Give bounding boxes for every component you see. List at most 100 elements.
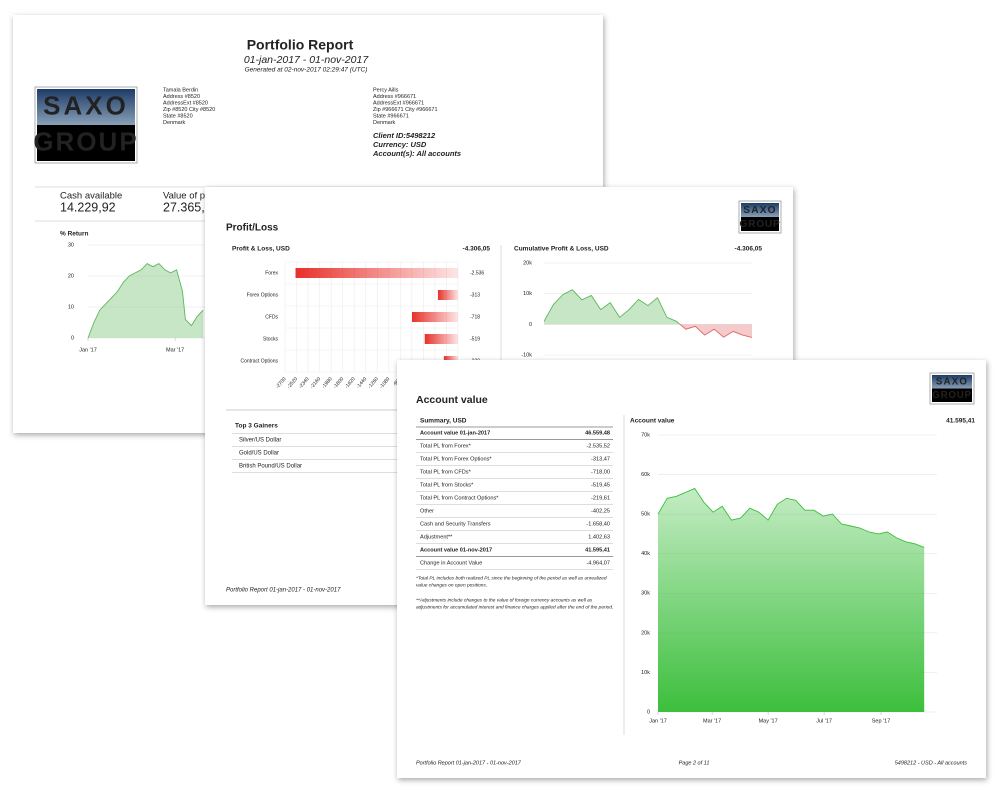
chart-total: -4.306,05 — [463, 246, 491, 253]
bar — [411, 312, 458, 322]
logo-top — [741, 203, 779, 217]
y-tick-label: 10 — [68, 304, 74, 310]
address-line: Address #8520 — [163, 94, 200, 100]
x-tick-label: May '17 — [759, 718, 778, 724]
y-tick-label: 0 — [71, 335, 74, 341]
page-footer: Portfolio Report 01-jan-2017 - 01-nov-20… — [416, 760, 522, 766]
page-title: Profit/Loss — [226, 223, 279, 234]
y-tick-label: 0 — [529, 322, 532, 328]
logo-top — [932, 375, 972, 389]
y-tick-label: -10k — [521, 352, 532, 358]
page-footer: Page 2 of 11 — [679, 760, 710, 766]
report-title: Portfolio Report — [247, 37, 354, 53]
summary-label: Total PL from CFDs* — [420, 469, 472, 475]
gainer-name: Gold/US Dollar — [239, 451, 279, 457]
y-tick-label: Forex Options — [247, 292, 279, 298]
address-line: Percy Aills — [373, 87, 399, 93]
summary-value: -1.658,40 — [586, 521, 610, 527]
summary-value: -4.964,07 — [586, 560, 610, 566]
logo-bottom — [741, 217, 779, 231]
value-label: -519 — [470, 336, 480, 342]
y-tick-label: 20k — [523, 260, 532, 266]
address-line: Zip #966671 City #966671 — [373, 107, 438, 113]
address-line: State #966671 — [373, 113, 409, 119]
address-line: AddressExt #966671 — [373, 100, 424, 106]
logo-text: SAXO — [936, 377, 968, 388]
area-negative — [680, 324, 752, 338]
x-tick-label: Mar '17 — [703, 718, 721, 724]
summary-label: Adjustment** — [420, 534, 453, 540]
y-tick-label: 70k — [641, 432, 650, 438]
summary-label: Change in Account Value — [420, 560, 482, 566]
chart-title: Profit & Loss, USD — [232, 246, 290, 253]
x-tick-label: Jan '17 — [649, 718, 667, 724]
gainer-name: Silver/US Dollar — [239, 438, 281, 444]
report-period: 01-jan-2017 - 01-nov-2017 — [244, 54, 369, 66]
footnote: value changes on open positions. — [416, 582, 487, 588]
summary-value: -718,00 — [591, 469, 610, 475]
chart-total: 41.595,41 — [946, 418, 975, 425]
client-info: Client ID:5498212 — [373, 131, 436, 140]
line-negative — [679, 324, 752, 338]
page-footer: Portfolio Report 01-jan-2017 - 01-nov-20… — [226, 588, 341, 594]
logo-text: GROUP — [33, 129, 138, 157]
address-line: AddressExt #8520 — [163, 100, 208, 106]
bar — [295, 268, 458, 278]
y-tick-label: Forex — [265, 270, 278, 276]
address-line: State #8520 — [163, 113, 193, 119]
value-label: -313 — [470, 292, 480, 298]
summary-value: 1.402,63 — [588, 534, 610, 540]
logo-text: SAXO — [743, 205, 776, 216]
y-tick-label: Stocks — [263, 336, 279, 342]
summary-value: -402,25 — [591, 508, 610, 514]
client-info: Currency: USD — [373, 140, 427, 149]
summary-label: Account value 01-nov-2017 — [420, 547, 492, 553]
logo-text: SAXO — [43, 93, 129, 121]
bar — [424, 334, 458, 344]
x-tick-label: Sep '17 — [872, 718, 890, 724]
kpi-label: Value of po — [163, 191, 210, 202]
y-tick-label: 20k — [641, 630, 650, 636]
y-tick-label: 10k — [641, 670, 650, 676]
page-three: Account value SAXO GROUP Summary, USD Accoun… — [397, 360, 986, 778]
logo-bottom — [37, 125, 135, 161]
summary-label: Total PL from Contract Options* — [420, 495, 499, 501]
gainer-name: British Pound/US Dollar — [239, 464, 302, 470]
summary-label: Total PL from Forex Options* — [420, 456, 492, 462]
y-tick-label: Contract Options — [240, 358, 278, 364]
area — [88, 263, 204, 338]
area — [658, 488, 925, 712]
summary-value: -219,61 — [591, 495, 610, 501]
x-tick-label: Mar '17 — [166, 347, 184, 353]
summary-label: Total PL from Stocks* — [420, 482, 474, 488]
bar — [437, 290, 458, 300]
logo-bottom — [932, 388, 972, 402]
generated-at: Generated at 02-nov-2017 02:29:47 (UTC) — [245, 67, 368, 74]
summary-label: Total PL from Forex* — [420, 443, 472, 449]
x-tick-label: Jul '17 — [816, 718, 832, 724]
logo-text: GROUP — [932, 390, 972, 401]
y-tick-label: 60k — [641, 472, 650, 478]
table-title: Summary, USD — [420, 418, 467, 425]
summary-value: 46.559,48 — [585, 430, 610, 436]
footnote: **Adjustments include changes to the val… — [416, 597, 593, 603]
section-title: Top 3 Gainers — [235, 423, 278, 430]
client-info: Account(s): All accounts — [372, 149, 461, 158]
kpi-value: 27.365,5 — [163, 200, 212, 214]
y-tick-label: CFDs — [265, 314, 278, 320]
address-line: Zip #8520 City #8520 — [163, 107, 215, 113]
y-tick-label: 40k — [641, 551, 650, 557]
address-line: Tamala Berdin — [163, 87, 198, 93]
chart-title: Cumulative Profit & Loss, USD — [514, 246, 609, 253]
y-tick-label: 30 — [68, 242, 74, 248]
y-tick-label: 10k — [523, 291, 532, 297]
logo-text: GROUP — [740, 219, 781, 230]
summary-label: Other — [420, 508, 434, 514]
summary-value: -2.535,52 — [586, 443, 610, 449]
kpi-label: Cash available — [60, 191, 122, 202]
x-tick-label: Jan '17 — [79, 347, 97, 353]
page-footer: 5498212 - USD - All accounts — [895, 760, 967, 766]
address-line: Denmark — [163, 120, 186, 126]
page-title: Account value — [416, 394, 488, 406]
